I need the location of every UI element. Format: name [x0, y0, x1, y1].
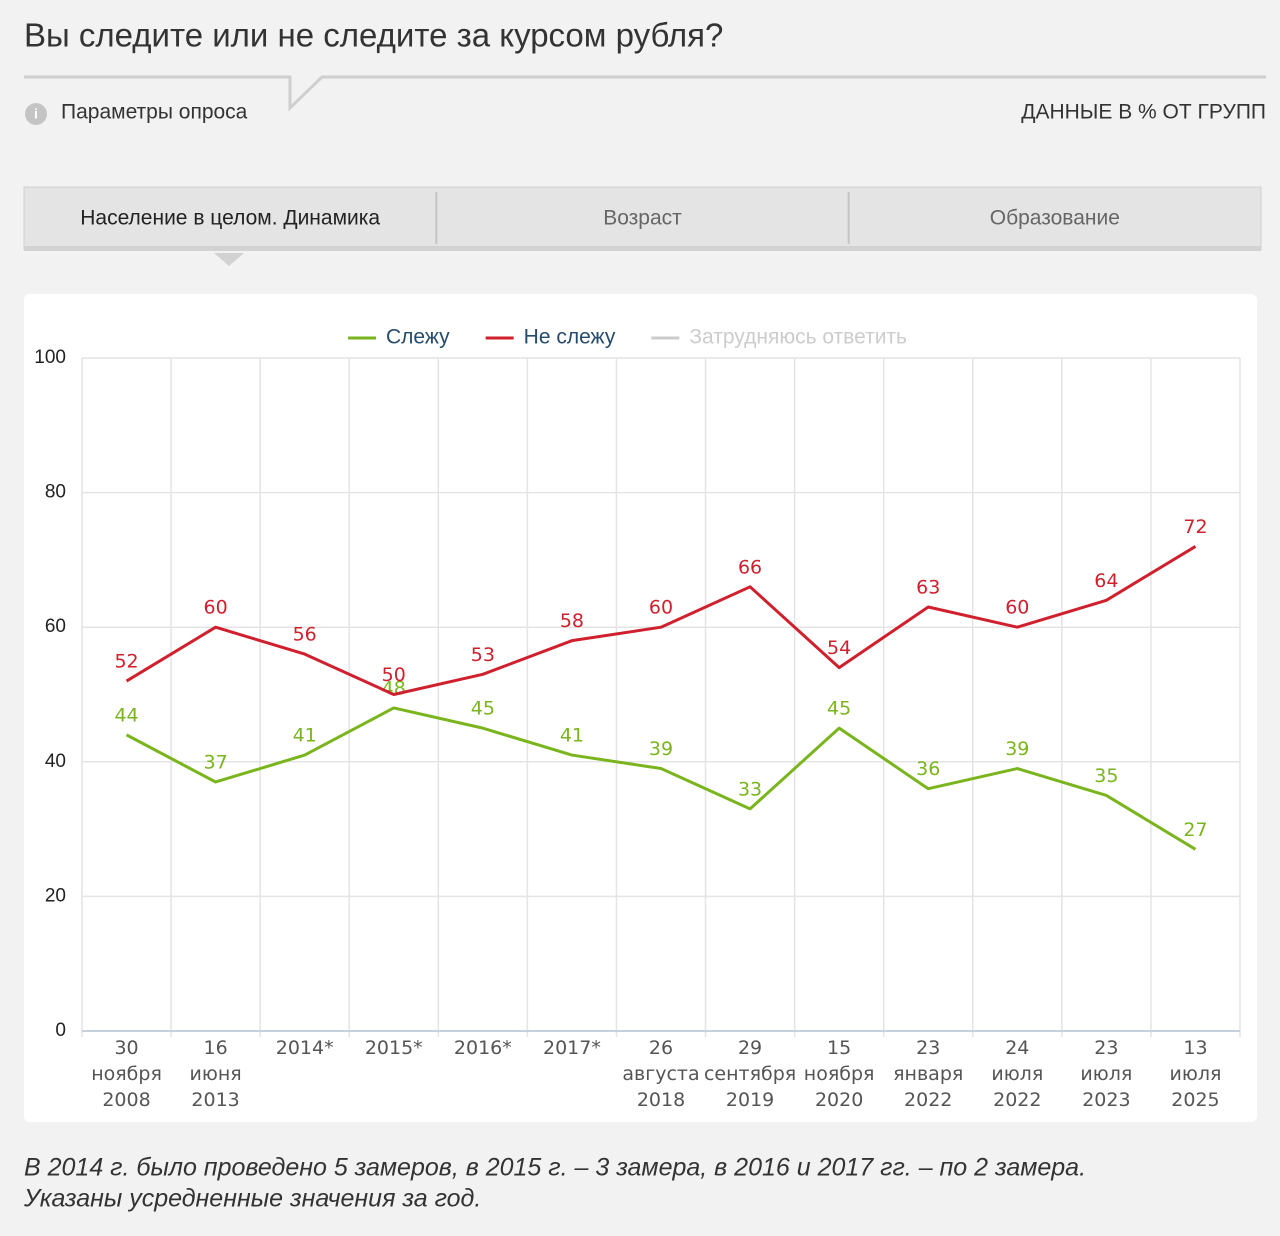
- x-tick-label: 29 сентября 2019: [704, 1037, 796, 1111]
- data-label: 45: [471, 698, 495, 720]
- data-label: 52: [114, 651, 138, 673]
- data-label: 41: [293, 725, 317, 747]
- data-label: 27: [1183, 819, 1207, 841]
- data-label: 53: [471, 644, 495, 666]
- footnote: Указаны усредненные значения за год.: [23, 1185, 481, 1213]
- data-label: 58: [560, 610, 584, 632]
- series-line: [125, 545, 1197, 696]
- y-tick-label: 40: [45, 751, 66, 772]
- data-label: 60: [1005, 597, 1029, 619]
- y-tick-label: 80: [45, 482, 66, 503]
- tab-pointer: [214, 253, 244, 266]
- data-label: 56: [293, 624, 317, 646]
- x-tick-label: 2014*: [276, 1037, 334, 1059]
- tab[interactable]: Образование: [990, 207, 1120, 230]
- data-label: 50: [382, 664, 406, 686]
- footnote: В 2014 г. было проведено 5 замеров, в 20…: [24, 1154, 1086, 1182]
- x-tick-label: 26 августа 2018: [622, 1037, 699, 1111]
- legend-label[interactable]: Слежу: [386, 326, 450, 349]
- data-label: 36: [916, 758, 940, 780]
- x-tick-label: 2016*: [454, 1037, 512, 1059]
- x-tick-label: 2017*: [543, 1037, 601, 1059]
- x-tick-label: 23 июля 2023: [1080, 1037, 1132, 1111]
- data-label: 39: [649, 738, 673, 760]
- legend-label[interactable]: Не слежу: [524, 326, 616, 349]
- data-label: 64: [1094, 570, 1118, 592]
- legend-label[interactable]: Затрудняюсь ответить: [689, 326, 907, 349]
- tab[interactable]: Возраст: [603, 207, 682, 230]
- y-tick-label: 100: [34, 347, 66, 368]
- x-tick-label: 30 ноября 2008: [91, 1037, 162, 1111]
- data-label: 60: [649, 597, 673, 619]
- data-label: 45: [827, 698, 851, 720]
- x-tick-label: 23 января 2022: [893, 1037, 963, 1111]
- x-tick-label: 15 ноября 2020: [804, 1037, 875, 1111]
- x-tick-label: 13 июля 2025: [1170, 1037, 1222, 1111]
- data-label: 54: [827, 637, 851, 659]
- data-label: 72: [1183, 516, 1207, 538]
- data-label: 66: [738, 556, 762, 578]
- y-tick-label: 60: [45, 616, 66, 637]
- page-title: Вы следите или не следите за курсом рубл…: [24, 17, 723, 54]
- x-tick-label: 24 июля 2022: [991, 1037, 1043, 1111]
- x-tick-label: 16 июня 2013: [190, 1037, 242, 1111]
- title-rule: [24, 75, 1266, 112]
- chart-panel: [24, 294, 1257, 1122]
- data-label: 44: [114, 704, 138, 726]
- tab-bar: [23, 186, 1262, 251]
- data-label: 41: [560, 725, 584, 747]
- data-label: 33: [738, 778, 762, 800]
- data-label: 63: [916, 577, 940, 599]
- series-line: [125, 706, 1197, 851]
- info-icon[interactable]: [25, 103, 47, 125]
- units-label: ДАННЫЕ В % ОТ ГРУПП: [1021, 101, 1266, 124]
- y-tick-label: 20: [45, 885, 66, 906]
- data-label: 35: [1094, 765, 1118, 787]
- data-label: 39: [1005, 738, 1029, 760]
- x-tick-label: 2015*: [365, 1037, 423, 1059]
- data-label: 60: [204, 597, 228, 619]
- tab-bar-shadow: [24, 246, 1261, 251]
- tab[interactable]: Население в целом. Динамика: [80, 207, 380, 230]
- info-icon-glyph: i: [34, 106, 38, 122]
- params-link[interactable]: Параметры опроса: [61, 101, 248, 124]
- data-label: 37: [204, 751, 228, 773]
- y-tick-label: 0: [55, 1020, 66, 1041]
